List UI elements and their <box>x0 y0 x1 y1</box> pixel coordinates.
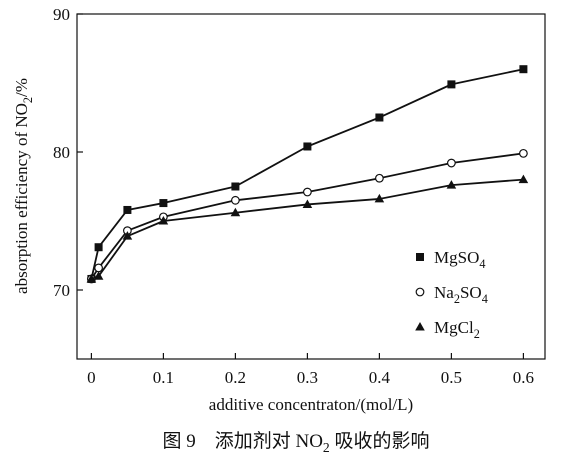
data-point <box>231 182 240 191</box>
x-tick-label: 0.3 <box>297 368 318 387</box>
legend-marker <box>415 322 425 331</box>
data-point <box>303 187 312 197</box>
data-point <box>122 231 133 240</box>
x-tick-label: 0.4 <box>369 368 391 387</box>
x-axis-label: additive concentraton/(mol/L) <box>209 395 413 414</box>
plot-frame <box>76 13 546 360</box>
legend-label: MgSO4 <box>434 248 485 271</box>
y-tick-label: 90 <box>53 5 70 24</box>
legend-label: Na2SO4 <box>434 283 488 306</box>
y-tick-label: 70 <box>53 281 70 300</box>
data-point <box>159 199 168 208</box>
data-point <box>375 173 384 183</box>
legend-marker <box>416 253 424 261</box>
data-point <box>230 207 241 217</box>
data-point <box>519 65 528 74</box>
data-point <box>519 148 528 158</box>
x-tick-label: 0.1 <box>153 368 174 387</box>
data-point <box>86 273 97 283</box>
x-tick-label: 0 <box>87 368 96 387</box>
data-point <box>447 80 456 89</box>
y-axis: 70 80 90 <box>53 5 83 300</box>
x-tick-label: 0.6 <box>513 368 534 387</box>
legend-marker <box>415 287 425 297</box>
data-point <box>303 142 312 151</box>
data-point <box>518 174 529 184</box>
y-tick-label: 80 <box>53 143 70 162</box>
x-tick-label: 0.2 <box>225 368 246 387</box>
legend-label: MgCl2 <box>434 318 480 341</box>
legend: MgSO4 Na2SO4 MgCl2 <box>415 248 488 341</box>
legend-item: MgSO4 <box>416 248 485 271</box>
series-triangle <box>86 174 529 283</box>
series-layer <box>86 65 529 284</box>
data-point <box>94 243 103 252</box>
data-point <box>302 199 313 208</box>
figure-caption: 图 9 添加剂对 NO2 吸收的影响 <box>162 430 429 455</box>
data-point <box>93 271 104 280</box>
x-tick-label: 0.5 <box>441 368 462 387</box>
legend-item: Na2SO4 <box>415 283 488 306</box>
data-point <box>230 195 240 205</box>
data-point <box>374 193 385 203</box>
y-axis-label: absorption efficiency of NO2/% <box>12 78 35 294</box>
x-axis: 0 0.1 0.2 0.3 0.4 0.5 0.6 <box>87 353 534 387</box>
data-point <box>123 205 132 214</box>
data-point <box>375 113 384 122</box>
legend-item: MgCl2 <box>415 318 480 341</box>
data-point <box>158 216 169 225</box>
data-point <box>447 158 456 168</box>
data-point <box>446 180 457 189</box>
data-point <box>94 263 103 273</box>
series-circle <box>86 148 528 284</box>
